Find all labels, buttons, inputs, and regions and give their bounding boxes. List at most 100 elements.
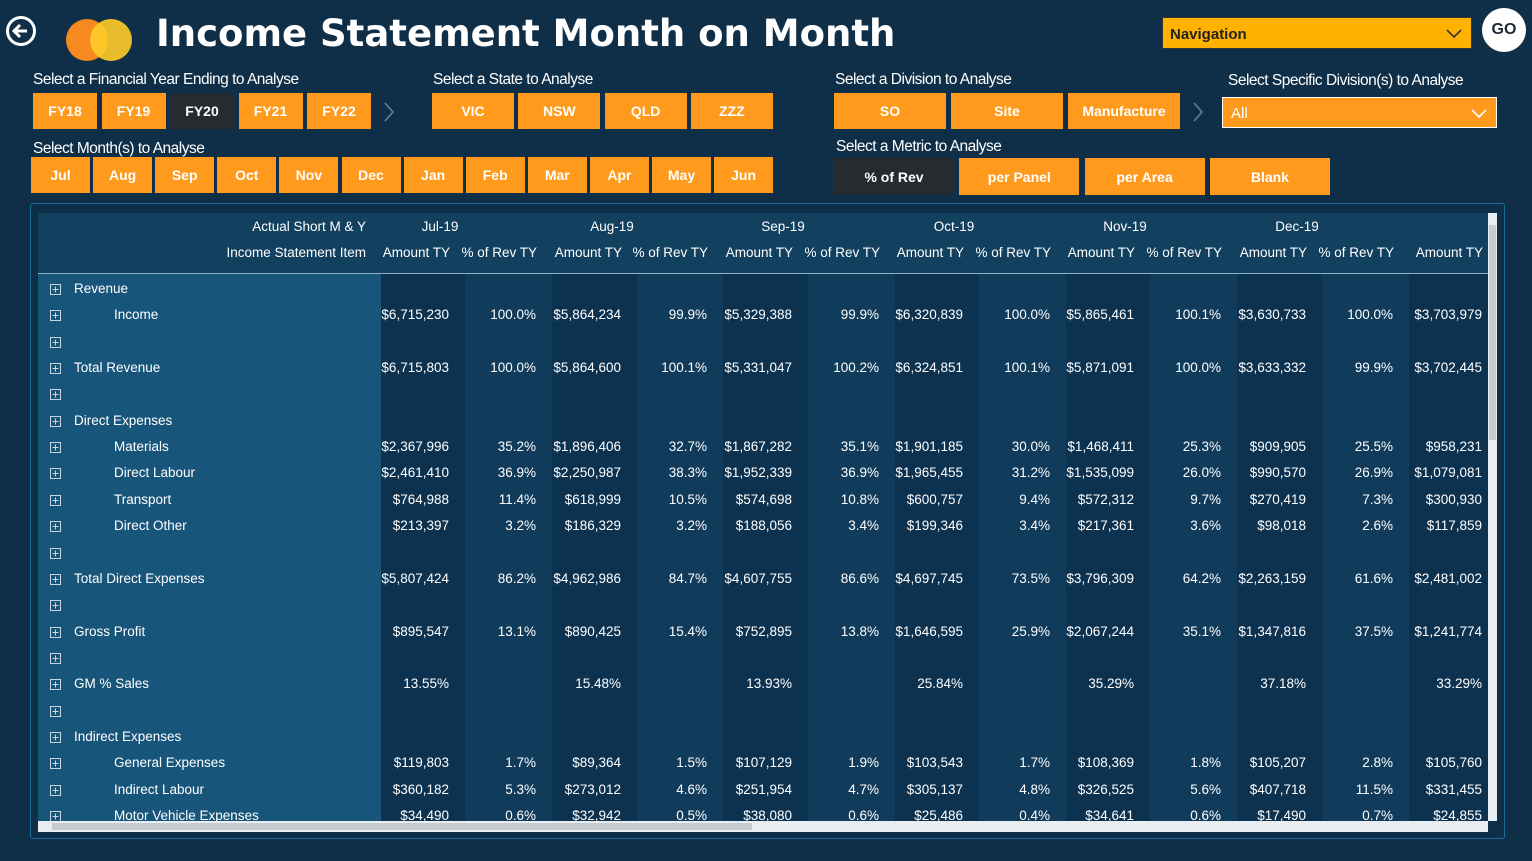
slicer-button[interactable]: ZZZ bbox=[690, 93, 773, 129]
expand-icon[interactable] bbox=[50, 758, 61, 770]
cell-value: 2.8% bbox=[1362, 755, 1393, 771]
amount-column bbox=[723, 274, 808, 821]
slicer-button[interactable]: NSW bbox=[518, 93, 601, 129]
cell-value: 5.6% bbox=[1190, 781, 1221, 797]
amount-column bbox=[1066, 274, 1150, 821]
cell-value: 26.0% bbox=[1182, 465, 1221, 481]
cell-value: 38.3% bbox=[668, 465, 707, 481]
expand-icon[interactable] bbox=[50, 547, 61, 559]
month-header: Dec-19 bbox=[1275, 219, 1319, 234]
cell-value: 13.1% bbox=[497, 623, 536, 639]
expand-icon[interactable] bbox=[50, 573, 61, 585]
expand-icon[interactable] bbox=[50, 336, 61, 348]
slicer-button[interactable]: FY21 bbox=[238, 93, 303, 129]
cell-value: 100.0% bbox=[1175, 360, 1221, 376]
slicer-button[interactable]: Jan bbox=[403, 157, 463, 193]
cell-value: 15.48% bbox=[575, 676, 621, 692]
slicer-button[interactable]: Aug bbox=[93, 157, 153, 193]
cell-value: 2.6% bbox=[1362, 518, 1393, 534]
slicer-next[interactable] bbox=[1191, 101, 1205, 123]
expand-icon[interactable] bbox=[50, 705, 61, 717]
slicer-button[interactable]: Nov bbox=[279, 157, 339, 193]
slicer-button[interactable]: Jun bbox=[714, 157, 774, 193]
cell-value: $2,461,410 bbox=[381, 465, 449, 481]
slicer-button[interactable]: Sep bbox=[155, 157, 215, 193]
division-dropdown[interactable]: All bbox=[1222, 97, 1497, 128]
expand-icon[interactable] bbox=[50, 811, 61, 821]
expand-icon[interactable] bbox=[50, 626, 61, 638]
expand-icon[interactable] bbox=[50, 731, 61, 743]
cell-value: $300,930 bbox=[1425, 491, 1482, 507]
slicer-button[interactable]: Manufacture bbox=[1068, 93, 1180, 129]
cell-value: 4.7% bbox=[848, 781, 879, 797]
expand-icon[interactable] bbox=[50, 494, 61, 506]
slicer-button[interactable]: FY18 bbox=[33, 93, 97, 129]
slicer-button[interactable]: May bbox=[652, 157, 711, 193]
slicer-button[interactable]: per Area bbox=[1084, 158, 1205, 195]
cell-value: 3.4% bbox=[1019, 518, 1050, 534]
cell-value: $1,952,339 bbox=[724, 465, 792, 481]
slicer-label: Select Month(s) to Analyse bbox=[33, 140, 205, 157]
expand-icon[interactable] bbox=[50, 442, 61, 454]
row-label: Transport bbox=[114, 491, 172, 507]
cell-value: $217,361 bbox=[1077, 518, 1134, 534]
expand-icon[interactable] bbox=[50, 389, 61, 401]
slicer-button[interactable]: Site bbox=[951, 93, 1063, 129]
expand-icon[interactable] bbox=[50, 600, 61, 612]
cell-value: 35.29% bbox=[1088, 676, 1134, 692]
slicer-button[interactable]: FY22 bbox=[307, 93, 371, 129]
expand-icon[interactable] bbox=[50, 679, 61, 691]
expand-icon[interactable] bbox=[50, 284, 61, 295]
cell-value: $909,905 bbox=[1249, 439, 1306, 455]
expand-icon[interactable] bbox=[50, 652, 61, 664]
cell-value: 11.5% bbox=[1355, 781, 1393, 797]
slicer-button[interactable]: VIC bbox=[432, 93, 514, 129]
expand-icon[interactable] bbox=[50, 310, 61, 322]
cell-value: $105,207 bbox=[1249, 755, 1306, 771]
expand-icon[interactable] bbox=[50, 521, 61, 533]
row-label: Direct Expenses bbox=[74, 412, 173, 428]
cell-value: $2,481,002 bbox=[1414, 570, 1482, 586]
column-header: % of Rev TY bbox=[1318, 245, 1394, 260]
slicer-next[interactable] bbox=[382, 101, 396, 123]
plus bbox=[52, 418, 59, 425]
expand-icon[interactable] bbox=[50, 468, 61, 480]
cell-value: $600,757 bbox=[906, 491, 963, 507]
slicer-button[interactable]: per Panel bbox=[959, 158, 1080, 195]
plus bbox=[52, 286, 59, 293]
plus bbox=[52, 681, 59, 688]
cell-value: 26.9% bbox=[1354, 465, 1393, 481]
expand-icon[interactable] bbox=[50, 415, 61, 427]
slicer-button[interactable]: SO bbox=[834, 93, 946, 129]
slicer-button[interactable]: QLD bbox=[604, 93, 687, 129]
expand-icon[interactable] bbox=[50, 363, 61, 375]
slicer-button[interactable]: Apr bbox=[589, 157, 649, 193]
slicer-button[interactable]: % of Rev bbox=[834, 158, 954, 195]
go-button[interactable]: GO bbox=[1482, 8, 1526, 52]
expand-icon[interactable] bbox=[50, 784, 61, 796]
cell-value: $958,231 bbox=[1425, 439, 1482, 455]
slicer-button[interactable]: FY20 bbox=[170, 93, 234, 129]
back-button[interactable] bbox=[6, 16, 36, 46]
cell-value: 86.2% bbox=[497, 570, 536, 586]
header-divider bbox=[38, 273, 1488, 274]
slicer-button[interactable]: Jul bbox=[31, 157, 90, 193]
month-header: Oct-19 bbox=[933, 219, 975, 234]
row-label: Materials bbox=[114, 439, 169, 455]
cell-value: 0.6% bbox=[505, 808, 536, 821]
cell-value: $108,369 bbox=[1077, 755, 1134, 771]
slicer-button[interactable]: Oct bbox=[217, 157, 277, 193]
row-label: GM % Sales bbox=[74, 676, 150, 692]
slicer-button[interactable]: Dec bbox=[341, 157, 401, 193]
cell-value: 35.2% bbox=[497, 439, 536, 455]
plus bbox=[52, 760, 59, 767]
slicer-button[interactable]: FY19 bbox=[101, 93, 166, 129]
slicer-button[interactable]: Blank bbox=[1209, 158, 1330, 195]
row-label: Indirect Labour bbox=[114, 781, 205, 797]
navigation-dropdown[interactable]: Navigation bbox=[1162, 17, 1472, 49]
slicer-button[interactable]: Feb bbox=[465, 157, 525, 193]
percent-column bbox=[465, 274, 552, 821]
slicer-button[interactable]: Mar bbox=[527, 157, 587, 193]
cell-value: 30.0% bbox=[1011, 439, 1050, 455]
amount-column bbox=[381, 274, 465, 821]
